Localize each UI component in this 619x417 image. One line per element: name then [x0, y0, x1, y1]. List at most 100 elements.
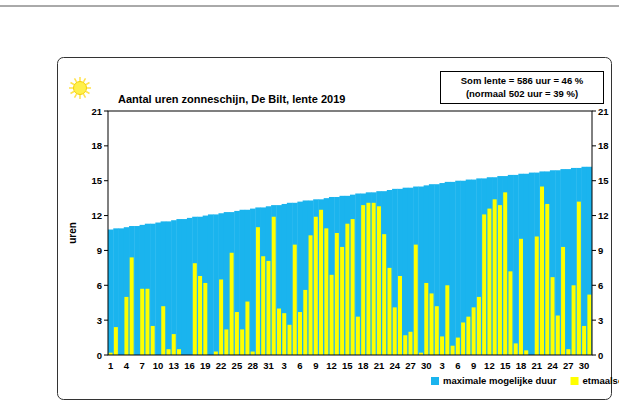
plot-frame — [108, 111, 592, 355]
bar — [497, 176, 503, 355]
bar — [145, 289, 149, 355]
y-tick — [104, 215, 108, 216]
bar — [513, 175, 519, 355]
bar — [439, 183, 445, 355]
bar — [240, 210, 246, 355]
bar — [119, 228, 125, 355]
bar — [261, 256, 265, 355]
bar — [230, 253, 234, 355]
bar — [556, 315, 560, 355]
bar — [572, 285, 576, 355]
y-tick — [104, 355, 108, 356]
bar — [334, 197, 340, 355]
bar — [466, 317, 470, 355]
x-tick-label: 6 — [297, 360, 302, 371]
bar — [324, 198, 330, 355]
bar — [266, 261, 270, 355]
sun-ray — [75, 94, 77, 97]
sun-core — [74, 82, 87, 95]
bar — [382, 234, 386, 355]
y-tick-label: 6 — [97, 280, 102, 291]
bar — [372, 203, 376, 355]
chart-frame — [58, 58, 612, 400]
y-tick-label-right: 6 — [598, 280, 603, 291]
bar — [571, 168, 577, 355]
y-tick-label: 9 — [97, 245, 102, 256]
bar — [551, 277, 555, 355]
bar — [292, 203, 298, 355]
x-tick-label: 10 — [153, 360, 164, 371]
sun-ray — [69, 87, 73, 89]
bar — [240, 329, 244, 355]
y-tick-label: 0 — [97, 350, 102, 361]
y-tick — [104, 180, 108, 181]
bar — [545, 204, 549, 355]
bar — [482, 178, 488, 355]
bar — [166, 221, 172, 355]
bar — [151, 326, 155, 355]
y-tick-right — [592, 180, 596, 181]
bar — [140, 225, 146, 355]
bar — [203, 216, 209, 355]
bar — [503, 176, 509, 355]
bar — [477, 297, 481, 355]
bar — [471, 180, 477, 355]
bar — [577, 202, 581, 355]
bar — [350, 195, 356, 355]
bar — [172, 334, 176, 355]
bar — [424, 185, 430, 355]
y-tick — [104, 285, 108, 286]
sun-ray — [86, 83, 89, 85]
bar — [145, 224, 151, 355]
bar — [187, 218, 193, 355]
annotation: Som lente = 586 uur = 46 % — [461, 75, 584, 86]
bar — [451, 346, 455, 355]
x-tick-label: 21 — [374, 360, 385, 371]
y-tick-label-right: 18 — [598, 140, 609, 151]
y-tick-right — [592, 320, 596, 321]
marks — [108, 167, 592, 355]
sun-ray — [84, 94, 86, 97]
bar — [161, 221, 167, 355]
bar — [492, 177, 498, 355]
bar — [508, 175, 514, 355]
sun-ray — [79, 77, 81, 81]
bar — [409, 332, 413, 355]
y-tick-label-right: 0 — [598, 350, 603, 361]
x-tick-label: 28 — [247, 360, 258, 371]
bar — [340, 247, 344, 355]
bar — [418, 187, 424, 355]
bar — [566, 169, 572, 355]
y-tick-right — [592, 285, 596, 286]
bar — [272, 217, 276, 355]
chart: Aantal uren zonneschijn, De Bilt, lente … — [0, 0, 619, 417]
bar — [176, 219, 182, 355]
bar — [393, 307, 397, 355]
bar — [414, 245, 418, 355]
bar — [581, 167, 587, 355]
sun-ray — [84, 78, 86, 81]
bar — [561, 247, 565, 355]
sun-ray — [79, 95, 81, 99]
y-tick-right — [592, 250, 596, 251]
bar — [355, 193, 361, 355]
bar — [555, 170, 561, 355]
bar — [482, 214, 486, 355]
bar — [498, 205, 502, 355]
bar — [466, 180, 472, 355]
x-tick-label: 4 — [124, 360, 130, 371]
bar — [324, 228, 328, 355]
bar — [351, 219, 355, 355]
bar — [287, 203, 293, 355]
x-tick-label: 6 — [455, 360, 460, 371]
page-rule — [0, 6, 619, 7]
x-tick-label: 15 — [342, 360, 353, 371]
x-tick-label: 30 — [579, 360, 590, 371]
x-tick-label: 1 — [108, 360, 114, 371]
x-tick-label: 7 — [140, 360, 145, 371]
x-tick-label: 13 — [168, 360, 179, 371]
bar — [361, 193, 367, 355]
bar — [398, 276, 402, 355]
bar — [508, 271, 512, 355]
bar — [114, 327, 118, 355]
